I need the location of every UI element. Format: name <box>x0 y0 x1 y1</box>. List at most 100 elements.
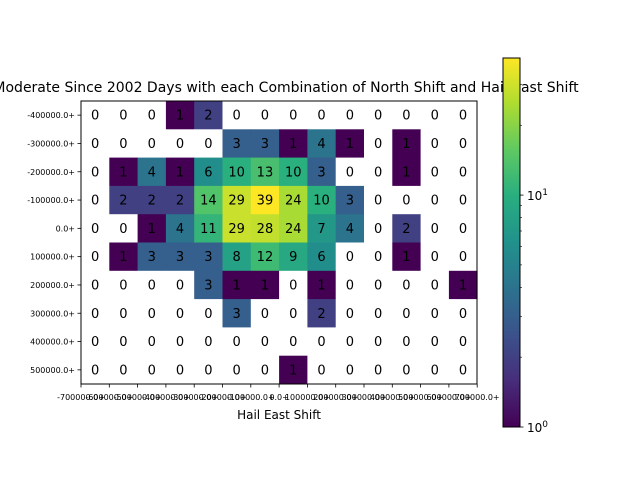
heatmap-cell <box>222 327 252 357</box>
heatmap-cell <box>194 185 223 215</box>
heatmap-cell <box>392 242 421 272</box>
cell-value-label: 0 <box>176 137 184 152</box>
heatmap-cell <box>392 270 421 300</box>
cell-value-label: 0 <box>431 109 439 124</box>
y-tick-label: -400000.0+ <box>27 111 75 120</box>
heatmap-cell <box>279 101 308 130</box>
heatmap-cell <box>448 270 478 300</box>
cell-value-label: 13 <box>257 165 274 180</box>
heatmap-cell <box>335 185 365 215</box>
heatmap-cell <box>335 157 365 187</box>
heatmap-cell <box>81 157 110 187</box>
cell-value-label: 39 <box>257 194 274 209</box>
cell-value-label: 0 <box>402 278 410 293</box>
cell-value-label: 0 <box>402 109 410 124</box>
cell-value-label: 4 <box>346 222 354 237</box>
cell-value-label: 0 <box>402 307 410 322</box>
chart-title: Moderate Since 2002 Days with each Combi… <box>0 80 579 96</box>
heatmap-cell <box>307 214 337 243</box>
cell-value-label: 28 <box>257 222 274 237</box>
heatmap-cell <box>335 129 365 158</box>
cell-value-label: 1 <box>119 165 127 180</box>
heatmap-cell <box>81 129 110 158</box>
heatmap-cell <box>137 101 167 130</box>
heatmap-cell <box>307 157 337 187</box>
heatmap-cell <box>364 101 393 130</box>
cell-value-label: 0 <box>176 363 184 378</box>
cell-value-label: 4 <box>148 165 156 180</box>
y-tick-label: 200000.0+ <box>30 281 75 290</box>
x-tick-label: -300000.0+ <box>170 393 218 402</box>
heatmap-cell <box>250 355 280 385</box>
cell-value-label: 0 <box>374 165 382 180</box>
cell-value-label: 0 <box>204 363 212 378</box>
heatmap-cell <box>137 270 167 300</box>
heatmap-cell <box>109 327 138 357</box>
cell-value-label: 0 <box>374 194 382 209</box>
cell-value-label: 0 <box>261 109 269 124</box>
heatmap-cell <box>109 185 138 215</box>
cell-value-label: 3 <box>176 250 184 265</box>
x-axis-ticks: -700000.0+-600000.0+-500000.0+-400000.0+… <box>57 384 500 402</box>
heatmap-cell <box>307 299 337 328</box>
cell-value-label: 0 <box>317 335 325 350</box>
heatmap-cell <box>392 299 421 328</box>
cell-value-label: 0 <box>317 363 325 378</box>
x-tick-label: -500000.0+ <box>114 393 162 402</box>
heatmap-cell <box>364 299 393 328</box>
heatmap-cell <box>109 214 138 243</box>
heatmap-cell <box>137 129 167 158</box>
y-tick-label: 0.0+ <box>56 224 75 233</box>
heatmap-cell <box>165 214 195 243</box>
heatmap-cell <box>194 355 223 385</box>
heatmap-cell <box>279 327 308 357</box>
cell-value-label: 0 <box>204 137 212 152</box>
cell-value-label: 0 <box>459 165 467 180</box>
heatmap-cell <box>81 299 110 328</box>
heatmap-cell <box>448 327 478 357</box>
heatmap-cell <box>81 185 110 215</box>
cell-value-label: 3 <box>204 278 212 293</box>
cell-value-label: 24 <box>285 194 302 209</box>
heatmap-cell <box>250 129 280 158</box>
cell-value-label: 1 <box>317 278 325 293</box>
colorbar-tick-label: 100 <box>527 420 548 435</box>
heatmap-cell <box>448 355 478 385</box>
cell-value-label: 1 <box>289 363 297 378</box>
heatmap-cell <box>307 101 337 130</box>
cell-value-label: 2 <box>148 194 156 209</box>
cell-value-label: 3 <box>233 137 241 152</box>
heatmap-cell <box>222 157 252 187</box>
heatmap-cell <box>165 157 195 187</box>
heatmap-cell <box>307 129 337 158</box>
heatmap-cell <box>165 129 195 158</box>
cell-value-label: 1 <box>402 165 410 180</box>
cell-value-label: 1 <box>176 165 184 180</box>
cell-value-label: 1 <box>119 250 127 265</box>
cell-value-label: 7 <box>317 222 325 237</box>
heatmap-cell <box>335 242 365 272</box>
heatmap-cell <box>250 157 280 187</box>
cell-value-label: 0 <box>402 335 410 350</box>
heatmap-cell <box>81 355 110 385</box>
x-tick-label: -700000.0+ <box>57 393 105 402</box>
cell-value-label: 0 <box>289 307 297 322</box>
heatmap-cell <box>307 242 337 272</box>
x-tick-label: -200000.0+ <box>199 393 247 402</box>
cell-value-label: 0 <box>431 335 439 350</box>
cell-value-label: 0 <box>402 194 410 209</box>
cell-value-label: 0 <box>289 335 297 350</box>
x-tick-label: -400000.0+ <box>142 393 190 402</box>
cell-value-label: 1 <box>402 250 410 265</box>
heatmap-cell <box>448 242 478 272</box>
heatmap-cell <box>307 327 337 357</box>
heatmap-cell <box>279 299 308 328</box>
heatmap-cell <box>222 355 252 385</box>
heatmap-cell <box>222 299 252 328</box>
cell-value-label: 0 <box>119 278 127 293</box>
x-tick-label: 600000.0+ <box>426 393 471 402</box>
cell-value-label: 0 <box>346 363 354 378</box>
heatmap-cell <box>392 185 421 215</box>
cell-value-label: 0 <box>91 194 99 209</box>
x-tick-label: 300000.0+ <box>342 393 387 402</box>
